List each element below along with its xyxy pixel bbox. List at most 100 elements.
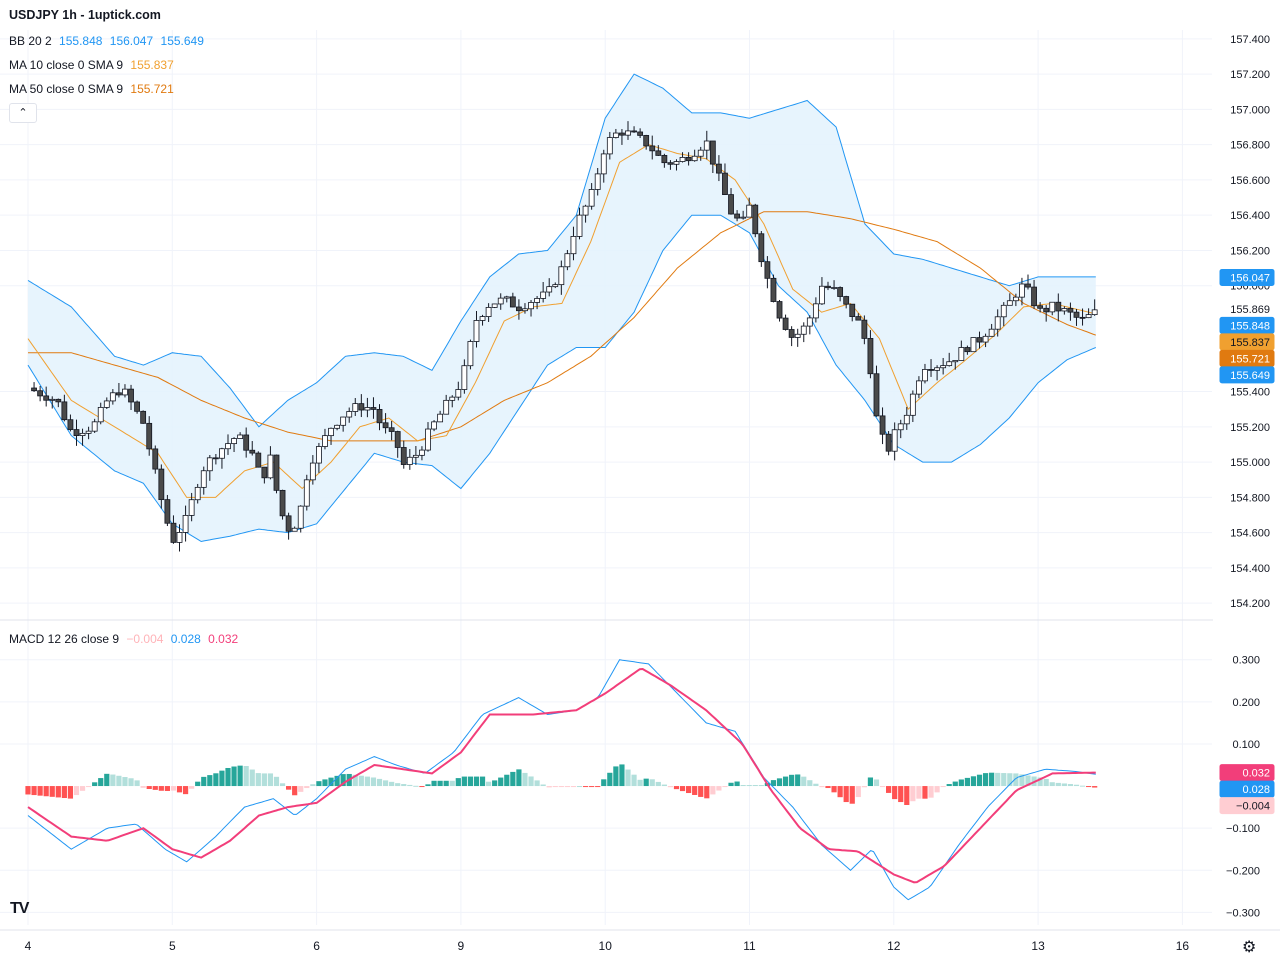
macd-histogram-bar <box>922 786 928 799</box>
candle-body <box>667 162 674 165</box>
candle-body <box>843 296 850 305</box>
candle-body <box>934 367 940 371</box>
macd-histogram-bar <box>401 784 407 787</box>
candle-body <box>782 317 789 330</box>
macd-tick-label: −0.200 <box>1226 865 1260 877</box>
macd-histogram-bar <box>86 786 92 788</box>
macd-histogram-bar <box>449 780 455 787</box>
candle-body <box>1055 301 1062 312</box>
macd-tick-label: 0.300 <box>1232 655 1260 667</box>
macd-histogram-bar <box>825 786 831 789</box>
macd-histogram-bar <box>43 786 49 797</box>
macd-histogram-bar <box>734 781 740 787</box>
macd-histogram-bar <box>661 784 667 787</box>
macd-histogram-bar <box>867 777 874 787</box>
ma10-value: 155.837 <box>130 58 174 72</box>
macd-histogram-bar <box>589 786 595 788</box>
candle-body <box>376 409 383 424</box>
macd-histogram-bar <box>437 780 443 787</box>
candle-body <box>309 462 316 481</box>
macd-tick-label: 0.200 <box>1232 697 1260 709</box>
candle-body <box>837 287 844 297</box>
candle-body <box>279 489 286 517</box>
candle-body <box>31 387 37 392</box>
macd-histogram-bar <box>479 776 486 787</box>
candle-body <box>819 285 825 305</box>
macd-histogram-bar <box>758 785 764 787</box>
macd-histogram-bar <box>904 786 910 805</box>
candle-body <box>952 360 959 363</box>
candle-body <box>388 427 395 432</box>
candle-body <box>788 329 795 338</box>
macd-histogram-bar <box>110 774 116 787</box>
candle-body <box>546 286 553 293</box>
candle-body <box>740 216 747 219</box>
bb-legend[interactable]: BB 20 2 155.848 156.047 155.649 <box>9 34 208 48</box>
macd-histogram-bar <box>73 786 80 796</box>
candle-body <box>370 407 377 410</box>
macd-histogram-bar <box>182 786 189 795</box>
candle-body <box>1012 296 1019 302</box>
candle-body <box>97 406 104 423</box>
macd-line <box>27 659 1096 901</box>
macd-histogram-bar <box>201 776 207 787</box>
macd-histogram-bar <box>419 786 425 788</box>
macd-histogram-bar <box>413 785 419 787</box>
price-tick-label: 157.400 <box>1230 34 1270 46</box>
ma10-legend[interactable]: MA 10 close 0 SMA 9 155.837 <box>9 58 178 72</box>
macd-tick-label: 0.100 <box>1232 739 1260 751</box>
candle-body <box>619 132 625 136</box>
macd-histogram-bar <box>352 774 358 787</box>
macd-histogram-bar <box>364 776 370 787</box>
macd-histogram-bar <box>601 779 607 787</box>
candle-body <box>473 320 480 342</box>
macd-signal-line <box>27 667 1096 884</box>
candle-body <box>655 150 662 156</box>
candle-body <box>485 307 492 317</box>
candle-body <box>303 479 310 507</box>
gear-icon[interactable]: ⚙ <box>1242 939 1257 956</box>
ma50-legend[interactable]: MA 50 close 0 SMA 9 155.721 <box>9 82 178 96</box>
macd-histogram-bar <box>813 783 819 787</box>
macd-histogram-bar <box>1079 785 1086 787</box>
candle-body <box>346 411 353 418</box>
time-tick-label: 16 <box>1176 939 1190 953</box>
candle-body <box>958 347 965 361</box>
price-tick-label: 155.400 <box>1230 387 1270 399</box>
candle-body <box>922 369 928 382</box>
macd-histogram-bar <box>540 784 546 787</box>
macd-histogram-bar <box>1067 784 1074 787</box>
candle-body <box>79 432 86 437</box>
macd-histogram-bar <box>1019 774 1025 787</box>
price-tick-label: 157.000 <box>1230 104 1270 116</box>
macd-legend[interactable]: MACD 12 26 close 9 −0.004 0.028 0.032 <box>9 632 242 646</box>
macd-tick-label: −0.100 <box>1226 823 1260 835</box>
candle-body <box>528 302 534 310</box>
macd-histogram-bar <box>522 772 528 787</box>
price-tick-label: 154.600 <box>1230 528 1270 540</box>
macd-histogram-bar <box>698 786 704 797</box>
candle-body <box>685 156 692 162</box>
candle-body <box>800 325 807 335</box>
macd-histogram-bar <box>831 786 837 793</box>
candle-body <box>479 316 486 321</box>
macd-tick-label: −0.300 <box>1226 907 1260 919</box>
candle-body <box>322 435 328 447</box>
macd-histogram-bar <box>989 772 995 787</box>
price-tick-label: 156.200 <box>1230 245 1270 257</box>
candle-body <box>885 433 892 452</box>
candle-body <box>806 317 813 327</box>
macd-histogram-bar <box>443 780 449 787</box>
candle-body <box>1019 283 1025 298</box>
tradingview-logo[interactable]: TV <box>10 900 29 917</box>
macd-histogram-bar <box>176 786 183 793</box>
macd-histogram-bar <box>770 780 777 787</box>
collapse-legend-button[interactable]: ⌃ <box>9 103 37 123</box>
candle-body <box>625 130 631 136</box>
candle-body <box>449 396 456 401</box>
bb-lower-line <box>27 214 1096 543</box>
macd-histogram-bar <box>1043 778 1049 787</box>
candle-body <box>443 399 450 415</box>
macd-histogram-bar <box>879 786 886 788</box>
